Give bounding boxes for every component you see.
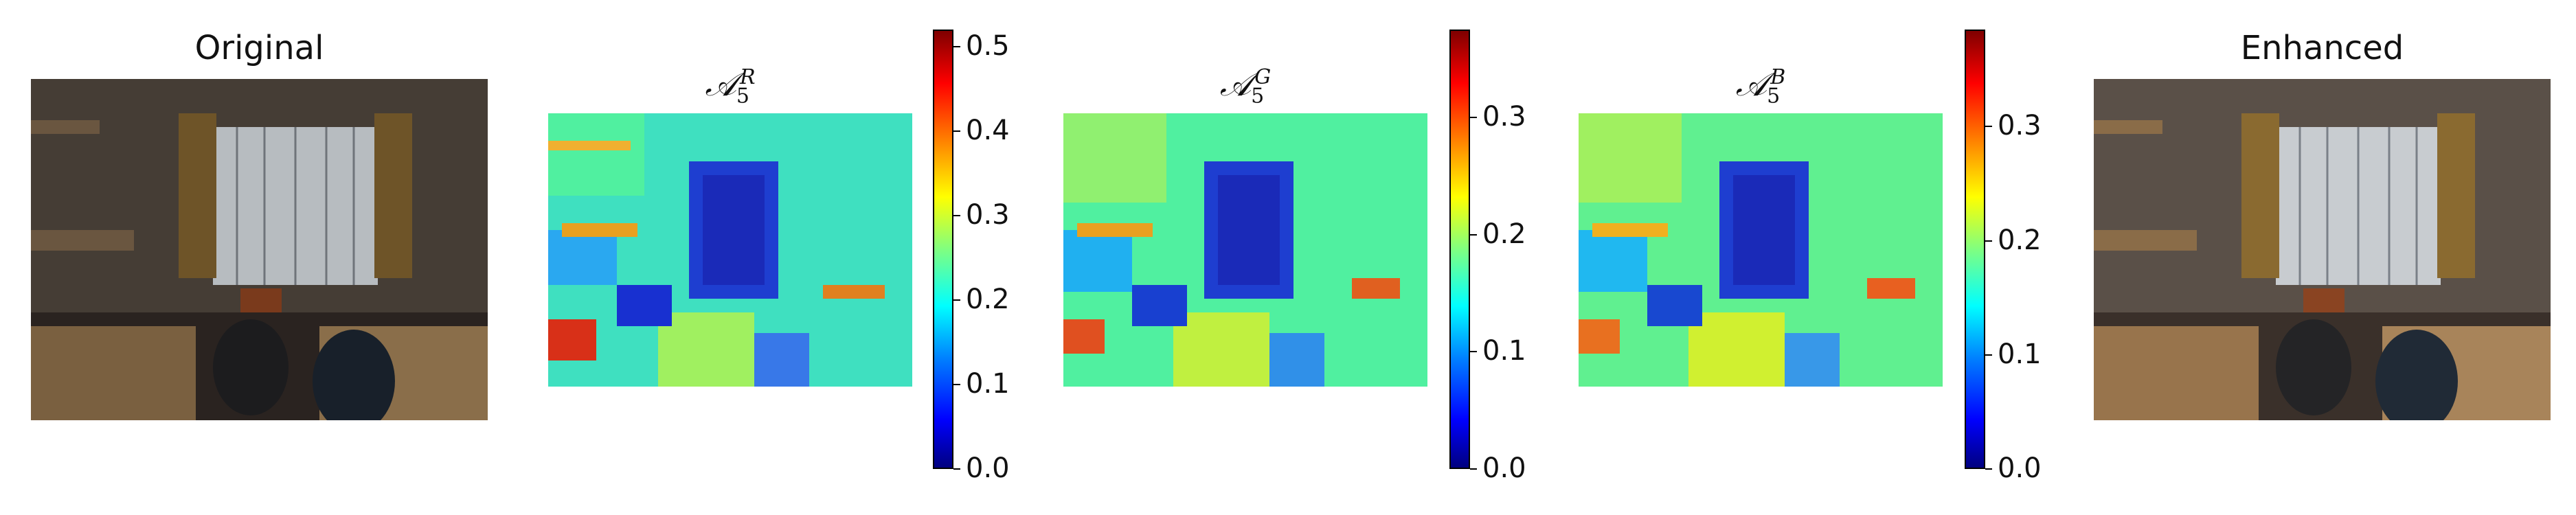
map-b-superscript: B xyxy=(1770,65,1786,89)
attention-map-b xyxy=(1579,113,1943,387)
colorbar-r-tick-mark xyxy=(953,468,960,470)
colorbar-g-tick-label: 0.0 xyxy=(1482,453,1526,484)
colorbar-b-tick-label: 0.0 xyxy=(1998,453,2042,484)
map-r-symbol: 𝒜 xyxy=(705,65,736,104)
map-g-symbol: 𝒜 xyxy=(1219,65,1252,104)
colorbar-g-tick-label: 0.1 xyxy=(1482,335,1526,367)
colorbar-r-tick-label: 0.0 xyxy=(966,453,1010,484)
attention-map-r xyxy=(548,113,912,387)
colorbar-r-tick-mark xyxy=(953,45,960,47)
colorbar-b xyxy=(1965,30,1985,469)
colorbar-r-tick-label: 0.4 xyxy=(966,114,1010,146)
map-r-subscript: 5 xyxy=(736,84,749,108)
colorbar-r-tick-label: 0.1 xyxy=(966,367,1010,400)
original-title: Original xyxy=(194,29,324,67)
map-g-title: 𝒜5G xyxy=(1063,65,1427,108)
colorbar-g xyxy=(1449,30,1470,469)
colorbar-b-tick-label: 0.2 xyxy=(1998,224,2042,256)
map-g-subscript: 5 xyxy=(1251,84,1265,108)
enhanced-photo xyxy=(2094,79,2551,420)
colorbar-r-tick-label: 0.3 xyxy=(966,198,1010,231)
enhanced-title: Enhanced xyxy=(2240,29,2404,67)
colorbar-r-tick-mark xyxy=(953,130,960,132)
map-b-title: 𝒜5B xyxy=(1579,65,1943,108)
colorbar-b-tick-mark xyxy=(1985,468,1992,470)
colorbar-r xyxy=(933,30,953,469)
map-r-superscript: R xyxy=(739,65,756,89)
colorbar-r-tick-mark xyxy=(953,383,960,385)
original-photo xyxy=(31,79,488,420)
colorbar-g-tick-mark xyxy=(1470,233,1477,236)
colorbar-r-tick-mark xyxy=(953,299,960,301)
map-g-superscript: G xyxy=(1254,65,1272,89)
map-r-title: 𝒜5R xyxy=(548,65,912,108)
map-b-symbol: 𝒜 xyxy=(1735,65,1767,104)
colorbar-g-tick-mark xyxy=(1470,117,1477,118)
colorbar-b-tick-mark xyxy=(1985,240,1992,242)
colorbar-r-tick-label: 0.2 xyxy=(966,283,1010,315)
colorbar-r-tick-mark xyxy=(953,214,960,216)
colorbar-r-tick-label: 0.5 xyxy=(966,30,1010,62)
colorbar-b-tick-mark xyxy=(1985,354,1992,356)
colorbar-g-tick-label: 0.2 xyxy=(1482,218,1526,250)
colorbar-b-tick-label: 0.3 xyxy=(1998,110,2042,142)
colorbar-b-tick-mark xyxy=(1985,126,1992,128)
colorbar-g-tick-mark xyxy=(1470,468,1477,470)
colorbar-g-tick-mark xyxy=(1470,351,1477,353)
attention-map-g xyxy=(1063,113,1427,387)
map-b-subscript: 5 xyxy=(1767,84,1781,108)
colorbar-b-tick-label: 0.1 xyxy=(1998,338,2042,370)
colorbar-g-tick-label: 0.3 xyxy=(1482,101,1526,133)
